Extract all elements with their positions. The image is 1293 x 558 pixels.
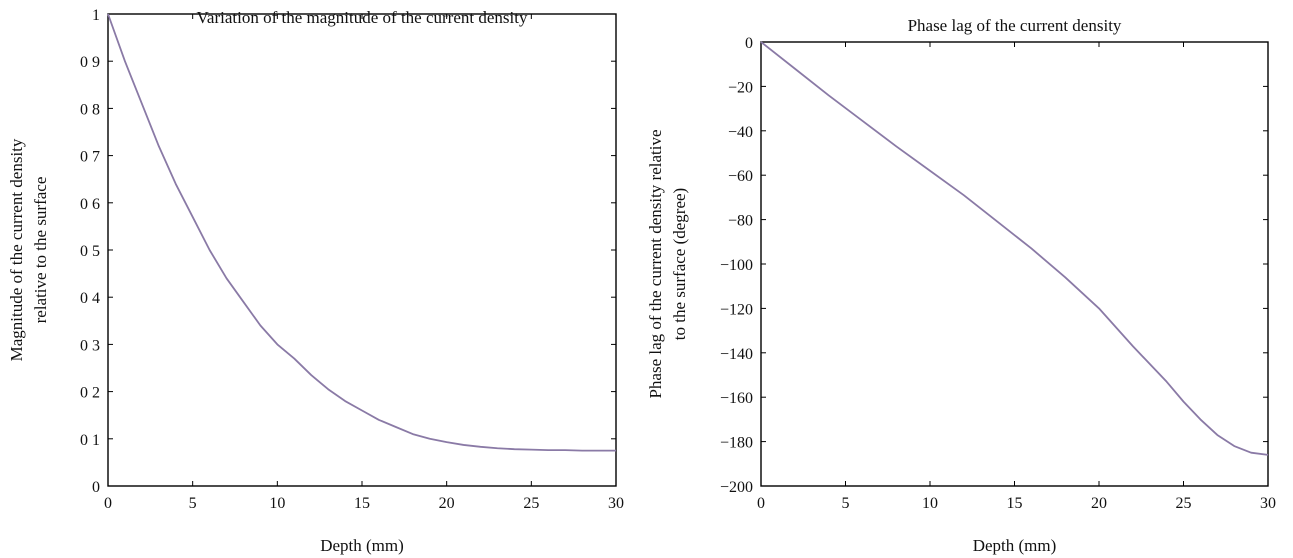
x-tick-label: 30 xyxy=(1260,495,1276,512)
magnitude-y-axis-label-line-2: relative to the surface xyxy=(31,177,50,324)
x-tick-label: 25 xyxy=(523,495,539,512)
y-tick-label: 1 xyxy=(92,7,100,24)
y-tick-label: −160 xyxy=(720,390,753,407)
phase-lag-chart: 0 5 10 15 20 25 30 0 −20 −40 −60 −80 −100 −120 −140 −16… xyxy=(646,16,1276,555)
phase-lag-y-axis-label: Phase lag of the current density relativ… xyxy=(646,129,689,398)
x-tick-label: 5 xyxy=(189,495,197,512)
phase-lag-x-axis-label: Depth (mm) xyxy=(973,536,1057,555)
magnitude-series-line xyxy=(107,13,616,452)
x-tick-label: 10 xyxy=(269,495,285,512)
y-tick-label: 0 6 xyxy=(80,196,100,213)
y-tick-label: −40 xyxy=(728,124,753,141)
magnitude-y-axis-label-line-1: Magnitude of the current density xyxy=(7,138,26,361)
y-tick-label: −120 xyxy=(720,301,753,318)
x-tick-label: 20 xyxy=(439,495,455,512)
y-tick-label: 0 xyxy=(745,35,753,52)
y-tick-label: −60 xyxy=(728,168,753,185)
x-tick-label: 10 xyxy=(922,495,938,512)
y-tick-label: −80 xyxy=(728,213,753,230)
y-tick-label: −140 xyxy=(720,346,753,363)
magnitude-y-axis-label: Magnitude of the current density relativ… xyxy=(7,138,50,361)
y-tick-label: −180 xyxy=(720,435,753,452)
magnitude-axis-ticks: 0 5 10 15 20 25 30 0 0 1 0 2 0 3 0 4 0 5 0 6 0 7 0 8 0 9… xyxy=(80,7,624,512)
y-tick-label: −100 xyxy=(720,257,753,274)
x-tick-label: 25 xyxy=(1176,495,1192,512)
y-tick-label: 0 3 xyxy=(80,337,100,354)
phase-lag-plot-frame xyxy=(760,41,1269,487)
x-tick-label: 20 xyxy=(1091,495,1107,512)
y-tick-label: 0 2 xyxy=(80,385,100,402)
x-tick-label: 15 xyxy=(1007,495,1023,512)
magnitude-x-axis-label: Depth (mm) xyxy=(320,536,404,555)
y-tick-label: −20 xyxy=(728,79,753,96)
x-tick-label: 15 xyxy=(354,495,370,512)
x-tick-label: 30 xyxy=(608,495,624,512)
y-tick-label: 0 4 xyxy=(80,290,100,307)
phase-lag-series-line xyxy=(760,41,1269,456)
magnitude-chart: 0 5 10 15 20 25 30 0 0 1 0 2 0 3 0 4 0 5 0 6 0 7 0 8 0 9… xyxy=(7,7,624,555)
x-tick-label: 0 xyxy=(757,495,765,512)
y-tick-label: 0 9 xyxy=(80,54,100,71)
magnitude-plot-frame xyxy=(107,13,617,487)
phase-lag-y-axis-label-line-2: to the surface (degree) xyxy=(670,188,689,340)
y-tick-label: 0 xyxy=(92,479,100,496)
y-tick-label: 0 1 xyxy=(80,432,100,449)
y-tick-label: 0 5 xyxy=(80,243,100,260)
x-tick-label: 5 xyxy=(842,495,850,512)
magnitude-chart-title: Variation of the magnitude of the curren… xyxy=(197,8,528,27)
phase-lag-axis-ticks: 0 5 10 15 20 25 30 0 −20 −40 −60 −80 −100 −120 −140 −16… xyxy=(720,35,1276,512)
phase-lag-series xyxy=(760,41,1269,456)
y-tick-label: 0 7 xyxy=(80,149,100,166)
phase-lag-y-axis-label-line-1: Phase lag of the current density relativ… xyxy=(646,129,665,398)
phase-lag-chart-title: Phase lag of the current density xyxy=(908,16,1122,35)
y-tick-label: 0 8 xyxy=(80,101,100,118)
y-tick-label: −200 xyxy=(720,479,753,496)
x-tick-label: 0 xyxy=(104,495,112,512)
magnitude-series xyxy=(107,13,616,452)
